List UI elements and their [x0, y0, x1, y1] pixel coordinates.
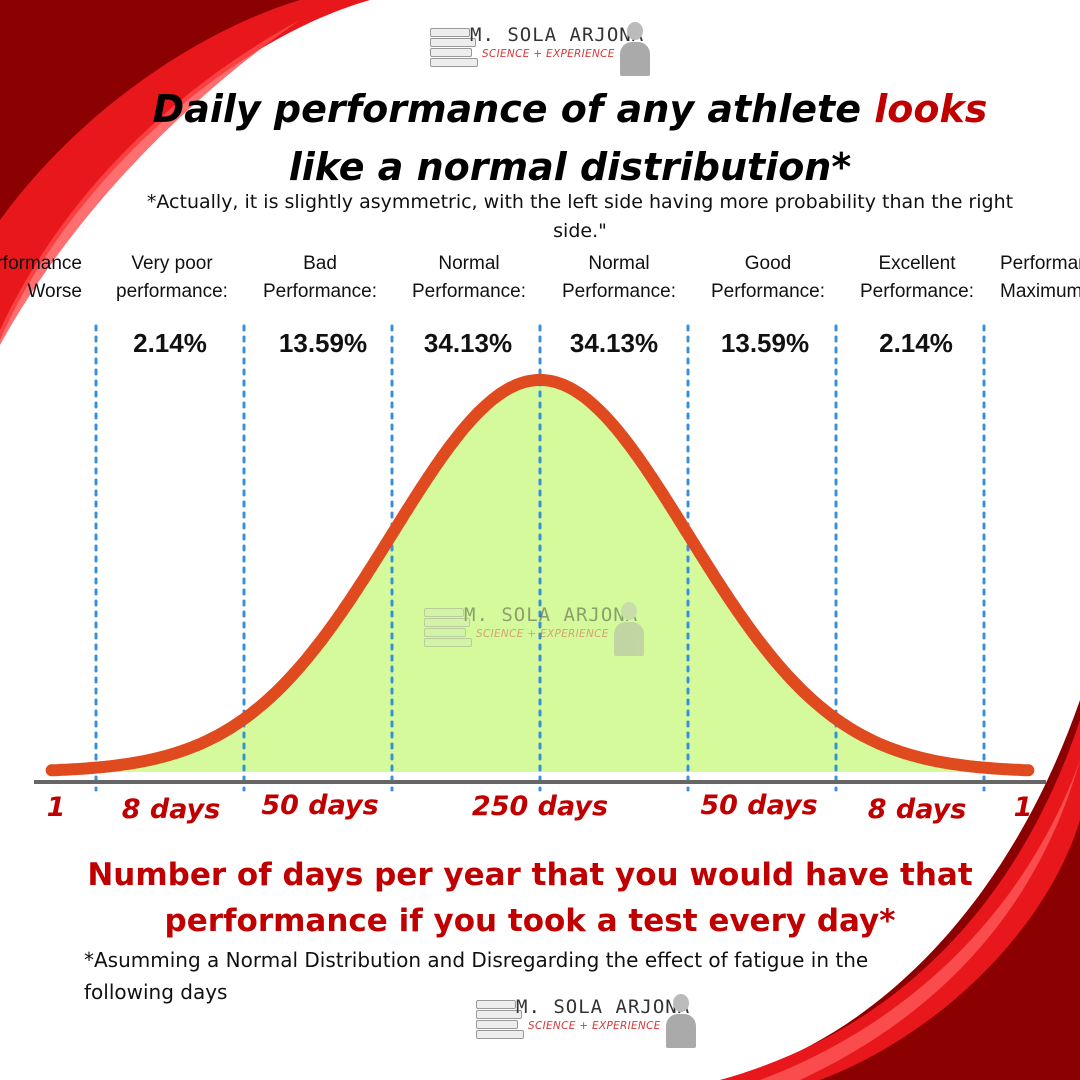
brand-logo-watermark: M. SOLA ARJONA SCIENCE + EXPERIENCE	[424, 598, 654, 660]
title-part2: like a normal distribution*	[288, 145, 852, 189]
days-label: 50 days	[700, 790, 818, 821]
top-left-dark-swoosh	[0, 0, 370, 260]
category-label: Performance Maximum	[1000, 253, 1080, 302]
percentage-label: 34.13%	[423, 328, 513, 358]
percentage-label: 13.59%	[720, 328, 810, 358]
books-icon	[476, 1000, 526, 1048]
days-label: 8 days	[121, 794, 221, 825]
category-label: Very poor performance:	[116, 253, 228, 302]
subtitle-note: *Actually, it is slightly asymmetric, wi…	[146, 191, 1014, 242]
days-label: 1	[1013, 792, 1033, 823]
days-label: 8 days	[867, 794, 967, 825]
person-silhouette-icon	[614, 602, 644, 656]
brand-logo-bottom: M. SOLA ARJONA SCIENCE + EXPERIENCE	[476, 990, 706, 1052]
brand-tagline: SCIENCE + EXPERIENCE	[528, 1020, 661, 1032]
brand-tagline: SCIENCE + EXPERIENCE	[482, 48, 615, 60]
brand-logo-top: M. SOLA ARJONA SCIENCE + EXPERIENCE	[430, 18, 660, 80]
books-icon	[430, 28, 480, 76]
category-label: Good Performance:	[710, 253, 826, 302]
page-title: Daily performance of any athlete looks l…	[60, 80, 1080, 196]
brand-tagline: SCIENCE + EXPERIENCE	[476, 628, 609, 640]
days-label: 250 days	[471, 791, 609, 822]
brand-name: M. SOLA ARJONA	[470, 24, 645, 46]
footer-note: *Asumming a Normal Distribution and Disr…	[84, 948, 869, 1004]
category-label: Excellent Performance:	[859, 253, 975, 302]
title-part1: Daily performance of any athlete	[152, 87, 875, 131]
person-silhouette-icon	[620, 22, 650, 76]
percentage-label: 34.13%	[569, 328, 659, 358]
top-left-red-swoosh	[0, 0, 370, 340]
brand-name: M. SOLA ARJONA	[516, 996, 691, 1018]
days-label: 1	[46, 792, 66, 823]
bottom-right-dark-swoosh	[720, 700, 1080, 1080]
title-highlight: looks	[874, 87, 988, 131]
books-icon	[424, 608, 474, 656]
category-label: Normal Performance:	[411, 253, 527, 302]
percentage-label: 2.14%	[879, 328, 953, 358]
percentage-label: 13.59%	[278, 328, 368, 358]
brand-name: M. SOLA ARJONA	[464, 604, 639, 626]
category-label: Bad Performance:	[262, 253, 378, 302]
footer-title: Number of days per year that you would h…	[87, 857, 973, 939]
days-label: 50 days	[261, 790, 379, 821]
category-label: Performance Worse	[0, 253, 82, 302]
person-silhouette-icon	[666, 994, 696, 1048]
category-label: Normal Performance:	[561, 253, 677, 302]
percentage-label: 2.14%	[133, 328, 207, 358]
